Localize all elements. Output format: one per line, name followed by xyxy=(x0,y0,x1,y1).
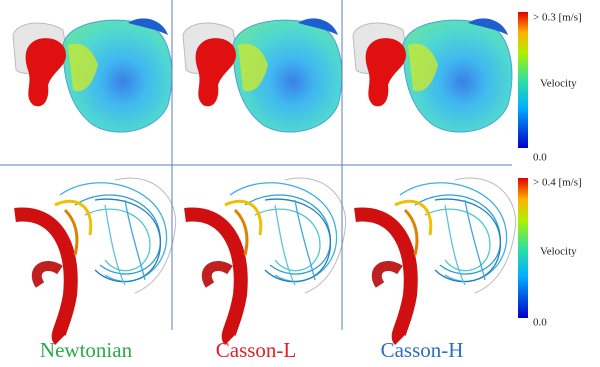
velocity-contour-image xyxy=(353,18,512,132)
colorbar-title: Velocity xyxy=(540,78,577,90)
velocity-contour-image xyxy=(183,18,342,132)
colorbar xyxy=(518,12,528,148)
colorbar-title: Velocity xyxy=(540,246,577,258)
page: {"colorbars": [ {"max_label": "> 0.3 [m/… xyxy=(0,0,600,367)
figure: > 0.3 [m/s] Velocity 0.0 > 0.4 [m/s] Vel… xyxy=(0,0,600,367)
streamline-image xyxy=(185,178,346,340)
colorbar xyxy=(518,178,528,318)
colorbar-max-label: > 0.3 [m/s] xyxy=(533,12,582,24)
colorbar-max-label: > 0.4 [m/s] xyxy=(533,177,582,189)
streamline-image xyxy=(355,178,516,340)
streamline-image xyxy=(15,178,176,340)
column-label: Newtonian xyxy=(40,338,133,362)
column-label: Casson-L xyxy=(216,338,297,362)
colorbar-min-label: 0.0 xyxy=(533,152,547,164)
colorbar-min-label: 0.0 xyxy=(533,317,547,329)
column-label: Casson-H xyxy=(381,338,464,362)
velocity-contour-image xyxy=(13,18,172,132)
